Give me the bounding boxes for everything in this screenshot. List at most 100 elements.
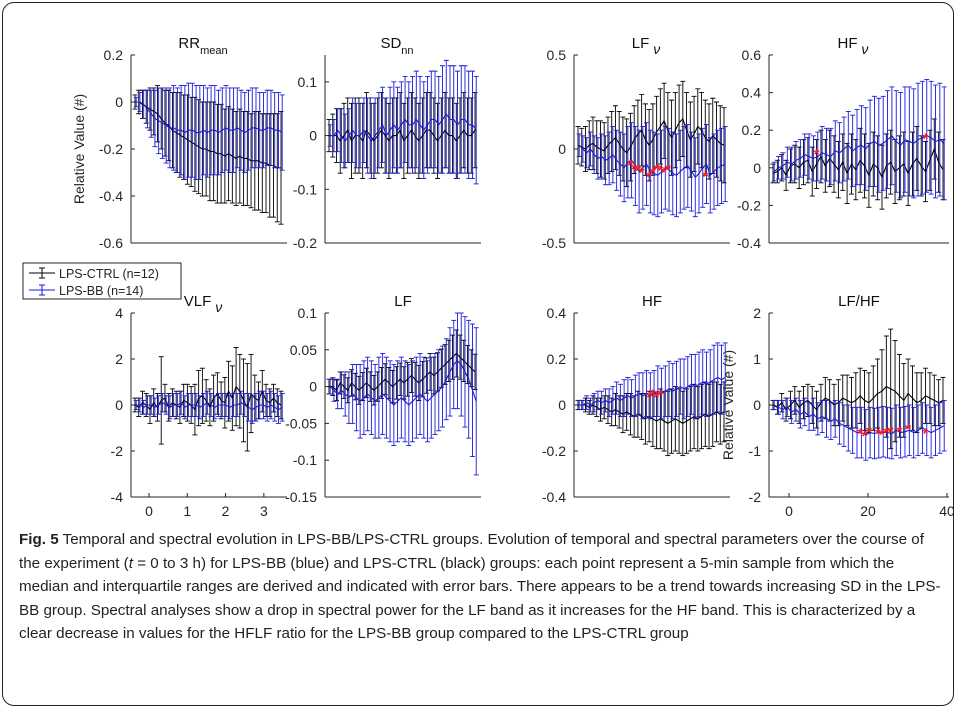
significance-star: * (650, 165, 656, 182)
y-tick-label: 0 (558, 397, 566, 413)
series-line (773, 135, 945, 173)
y-tick-label: 0 (753, 397, 761, 413)
figure-panels: -0.6 -0.4 -0.2 0 0.2 RRmean Relative Value (#)… (22, 35, 954, 523)
significance-star: * (923, 131, 929, 148)
caption-t-variable: t (128, 554, 133, 572)
significance-star: * (627, 157, 633, 174)
y-tick-label: 1 (753, 351, 761, 367)
x-tick-label: 0 (145, 503, 153, 519)
significance-star: * (857, 426, 863, 443)
series-bb (771, 78, 947, 201)
y-tick-label: 2 (753, 305, 761, 321)
series-line (330, 113, 477, 142)
figure-caption: Fig. 5 Temporal and spectral evolution i… (19, 528, 944, 646)
y-tick-label: -2 (111, 443, 124, 459)
y-tick-label: -0.4 (99, 188, 123, 204)
series-line (136, 101, 283, 134)
significance-star: * (646, 168, 652, 185)
y-tick-label: -0.05 (285, 415, 317, 431)
series-line (135, 101, 281, 169)
significance-star: * (866, 423, 872, 440)
series-line (134, 385, 282, 411)
series-line (772, 147, 944, 179)
significance-star: * (657, 387, 663, 404)
y-tick-label: -0.5 (542, 235, 566, 251)
panel-title: HF ν (838, 35, 869, 57)
x-axis-label: Time (in hours) (162, 522, 256, 523)
series-bb (133, 390, 285, 424)
panel-title: LF ν (632, 35, 660, 57)
panel-title-subscript: ν (858, 41, 869, 57)
series-ctrl (770, 328, 946, 450)
significance-star: * (875, 426, 881, 443)
series-ctrl (575, 381, 727, 457)
x-tick-label: 40 (939, 503, 954, 519)
y-tick-label: 2 (115, 351, 123, 367)
panel-7: -0.4-0.200.20.4HF**** (542, 293, 730, 505)
series-line (577, 117, 725, 154)
x-tick-label: 2 (222, 503, 230, 519)
series-bb (771, 397, 947, 461)
series-line (772, 385, 944, 411)
panel-title-subscript: mean (200, 45, 228, 57)
significance-star: * (883, 425, 889, 442)
y-tick-label: -0.2 (542, 443, 566, 459)
series-line (329, 352, 476, 392)
panel-5: -4 -2 0 2 4 0 1 2 3 VLF ν Time (in hours) (111, 293, 287, 523)
y-tick-label: -0.1 (293, 181, 317, 197)
y-tick-label: -0.4 (542, 489, 566, 505)
series-line (579, 376, 726, 406)
x-tick-label: 3 (260, 503, 268, 519)
caption-text-1: Temporal and spectral evolution in LPS-B… (19, 531, 924, 572)
panel-title: RRmean (178, 35, 227, 57)
y-tick-label: -1 (749, 443, 762, 459)
significance-star: * (905, 421, 911, 438)
y-tick-label: 0.1 (298, 74, 318, 90)
caption-label: Fig. 5 (19, 531, 59, 548)
y-tick-label: -0.15 (285, 489, 317, 505)
significance-star: * (702, 168, 708, 185)
legend-box (22, 262, 182, 300)
x-tick-label: 0 (785, 503, 793, 519)
panel-title-subscript: ν (211, 299, 222, 315)
series-line (578, 144, 726, 179)
y-tick-label: -2 (749, 489, 762, 505)
series-ctrl (575, 80, 727, 188)
panel-title-subscript: nn (401, 45, 413, 57)
series-bb (327, 59, 479, 185)
y-tick-label: 0.6 (742, 47, 762, 63)
y-tick-label: -4 (111, 489, 124, 505)
y-tick-label: 0.2 (742, 122, 762, 138)
significance-star: * (654, 161, 660, 178)
y-tick-label: 0 (115, 94, 123, 110)
y-tick-label: -0.2 (99, 141, 123, 157)
panel-6: -0.15 -0.1 -0.05 0 0.05 0.1 LF (285, 293, 481, 505)
series-bb (576, 342, 728, 420)
y-tick-label: 0 (309, 379, 317, 395)
panel-title: LF (394, 293, 412, 310)
y-tick-label: -0.1 (293, 452, 317, 468)
y-tick-label: 0.4 (742, 85, 762, 101)
y-tick-label: 0.4 (547, 305, 567, 321)
panel-title: HF (642, 293, 662, 310)
y-tick-label: -0.2 (737, 197, 761, 213)
significance-star: * (631, 161, 637, 178)
series-line (136, 401, 283, 411)
legend-label-bb: LPS-BB (n=14) (59, 284, 143, 298)
significance-star: * (896, 423, 902, 440)
y-axis-label: Relative Value (#) (720, 350, 736, 460)
legend-label-ctrl: LPS-CTRL (n=12) (59, 267, 159, 281)
x-tick-label: 1 (183, 503, 191, 519)
panel-title-subscript: ν (649, 41, 660, 57)
panel-2: -0.2 -0.1 0 0.1 SDnn (293, 35, 481, 251)
significance-star: * (923, 426, 929, 443)
y-tick-label: 0.2 (104, 47, 124, 63)
significance-star: * (657, 163, 663, 180)
y-tick-label: 0.2 (547, 351, 567, 367)
significance-star: * (646, 389, 652, 406)
significance-star: * (639, 165, 645, 182)
y-tick-label: -0.4 (737, 235, 761, 251)
y-tick-label: 0 (309, 128, 317, 144)
